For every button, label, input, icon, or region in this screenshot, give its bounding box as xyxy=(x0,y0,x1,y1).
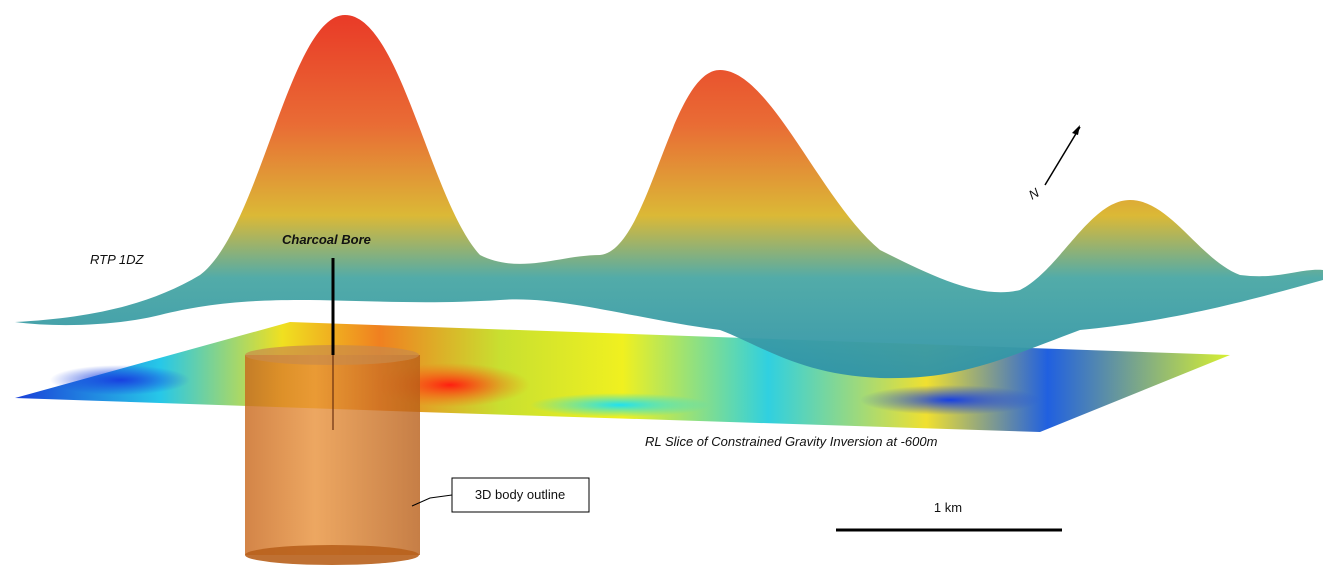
bore-label: Charcoal Bore xyxy=(282,232,371,247)
north-arrowhead xyxy=(1072,125,1080,135)
slice-label: RL Slice of Constrained Gravity Inversio… xyxy=(645,434,938,449)
rtp-surface xyxy=(15,15,1323,379)
callout-line xyxy=(411,494,453,507)
callout-box xyxy=(451,477,590,513)
anomaly xyxy=(50,365,190,395)
north-label: N xyxy=(1026,185,1042,203)
anomaly xyxy=(860,385,1040,415)
body-label: 3D body outline xyxy=(475,487,565,502)
body-bottom xyxy=(245,545,419,565)
scale-label: 1 km xyxy=(934,500,962,515)
surface-label: RTP 1DZ xyxy=(90,252,145,267)
anomaly xyxy=(530,393,710,417)
north-arrow xyxy=(1044,126,1081,186)
